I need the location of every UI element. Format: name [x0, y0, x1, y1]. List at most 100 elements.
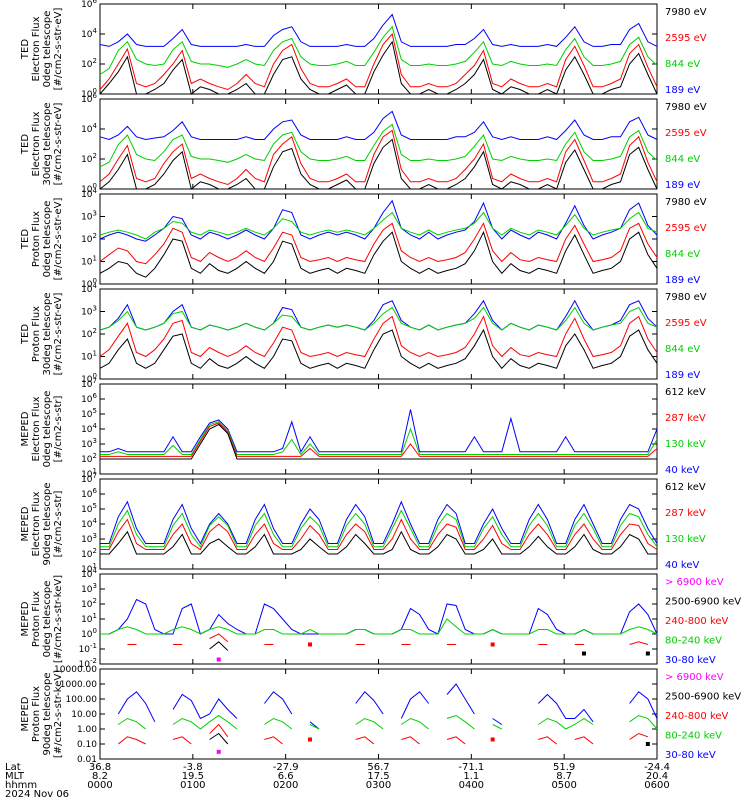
footer-value: -71.1	[458, 762, 484, 773]
legend-entry: 2500-6900 keV	[665, 597, 741, 608]
plot-frame	[99, 383, 658, 475]
y-tick-label: 102	[81, 597, 97, 610]
y-tick-label: 100.00	[66, 695, 98, 705]
y-tick-label: 104	[81, 517, 97, 530]
series-line	[99, 32, 658, 91]
legend-entry: 7980 eV	[665, 197, 707, 208]
y-axis-label-line: 30deg telescope	[42, 292, 53, 375]
series-point	[216, 657, 221, 662]
series-line	[100, 421, 658, 456]
series-line	[100, 423, 657, 460]
series-line	[100, 409, 658, 454]
y-tick-label: 106	[81, 392, 97, 405]
footer-row-label: MLT	[5, 771, 25, 782]
series-line	[100, 500, 658, 545]
footer-value: 51.9	[553, 762, 575, 773]
legend-entry: 287 keV	[665, 413, 706, 424]
y-axis-label-line: Electron Flux	[31, 396, 42, 461]
series-line	[100, 518, 658, 551]
series-line	[100, 618, 658, 635]
legend-entry: 30-80 keV	[665, 655, 716, 666]
y-axis-label-line: 0deg telescope	[42, 201, 53, 278]
plot-frame	[99, 573, 658, 665]
y-axis-label-line: MEPED	[20, 506, 31, 541]
y-tick-label: 10000.00	[54, 665, 97, 675]
series-line	[117, 683, 658, 730]
legend-entry: 189 eV	[665, 85, 700, 96]
series-line	[99, 222, 658, 265]
y-tick-label: 102	[81, 57, 97, 70]
series-line	[100, 422, 658, 457]
y-tick-label: 0.01	[77, 755, 97, 765]
series-point	[645, 651, 650, 656]
legend-entry: 612 keV	[665, 482, 706, 493]
footer-row-label: Lat	[5, 762, 21, 773]
y-axis-label-line: 0deg telescope	[42, 11, 53, 88]
legend-entry: 189 eV	[665, 180, 700, 191]
y-axis-label-line: [#/cm2-s-str-eV]	[53, 8, 64, 91]
y-axis-label-line: [#/cm2-s-str-eV]	[53, 198, 64, 281]
y-tick-label: 104	[81, 422, 97, 435]
series-point	[490, 737, 495, 742]
y-tick-label: 103	[81, 437, 97, 450]
legend-entry: 2595 eV	[665, 223, 707, 234]
y-axis-label-line: [#/cm2-s-str]	[53, 395, 64, 462]
y-tick-label: 101	[81, 255, 97, 268]
y-tick-label: 103	[81, 582, 97, 595]
legend-entry: 2595 eV	[665, 33, 707, 44]
legend-entry: 130 keV	[665, 439, 706, 450]
legend-entry: 189 eV	[665, 370, 700, 381]
series-line	[100, 598, 658, 635]
series-line	[99, 129, 658, 186]
y-tick-label: 102	[81, 152, 97, 165]
footer: Lat 36.8 -3.8 -27.9 56.7 -71.1 51.9 -24.4 MLT 8.2…	[5, 762, 670, 800]
series-line	[99, 123, 658, 168]
y-axis-label: TEDProton Flux0deg telescope[#/cm2-s-str…	[20, 198, 64, 281]
y-tick-label: 106	[81, 0, 97, 10]
series-line	[99, 110, 658, 141]
series-point	[490, 642, 495, 647]
footer-date: 2024 Nov 06	[5, 789, 69, 800]
footer-row-label: hhmm	[5, 780, 37, 791]
legend-entry: 2595 eV	[665, 318, 707, 329]
y-axis-label-line: Proton Flux	[31, 591, 42, 647]
footer-value: -3.8	[183, 762, 203, 773]
footer-value: 8.2	[92, 771, 108, 782]
y-tick-label: 102	[81, 232, 97, 245]
y-axis-label-line: [#/cm2-s-str-keV]	[53, 575, 64, 663]
y-tick-label: 10-1	[79, 642, 97, 655]
footer-value: 0400	[459, 780, 484, 791]
legend-entry: 189 eV	[665, 275, 700, 286]
footer-value: 0000	[87, 780, 112, 791]
footer-value: 0300	[366, 780, 391, 791]
y-axis-label-line: [#/cm2-s-str]	[53, 490, 64, 557]
y-axis-label: MEPEDProton Flux0deg telescope[#/cm2-s-s…	[20, 575, 64, 663]
y-axis-label-line: Electron Flux	[31, 16, 42, 81]
series-line	[99, 230, 658, 278]
footer-value: -24.4	[644, 762, 670, 773]
y-axis-label-line: TED	[20, 324, 31, 345]
legend-entry: 80-240 keV	[665, 731, 722, 742]
legend-entry: > 6900 keV	[665, 672, 724, 683]
y-tick-label: 1000.00	[60, 680, 97, 690]
y-axis-label-line: 90deg telescope	[42, 482, 53, 565]
y-axis-label-line: TED	[20, 134, 31, 155]
series-line	[99, 211, 658, 240]
footer-value: 56.7	[367, 762, 389, 773]
y-axis-label-line: 0deg telescope	[42, 581, 53, 658]
y-tick-label: 102	[81, 327, 97, 340]
series-line	[100, 530, 657, 555]
y-axis-label-line: [#/cm2-s-str-eV]	[53, 293, 64, 376]
y-tick-label: 103	[81, 305, 97, 318]
series-point	[645, 742, 650, 746]
series-point	[308, 642, 313, 647]
y-axis-label: TEDElectron Flux0deg telescope[#/cm2-s-s…	[20, 8, 64, 91]
series-line	[127, 633, 649, 645]
legend-entry: 130 keV	[665, 534, 706, 545]
legend-entry: 844 eV	[665, 59, 700, 70]
y-tick-label: 102	[81, 452, 97, 465]
legend-entry: 2500-6900 keV	[665, 692, 741, 703]
y-axis-label-line: Proton Flux	[31, 686, 42, 742]
series-line	[99, 328, 658, 370]
